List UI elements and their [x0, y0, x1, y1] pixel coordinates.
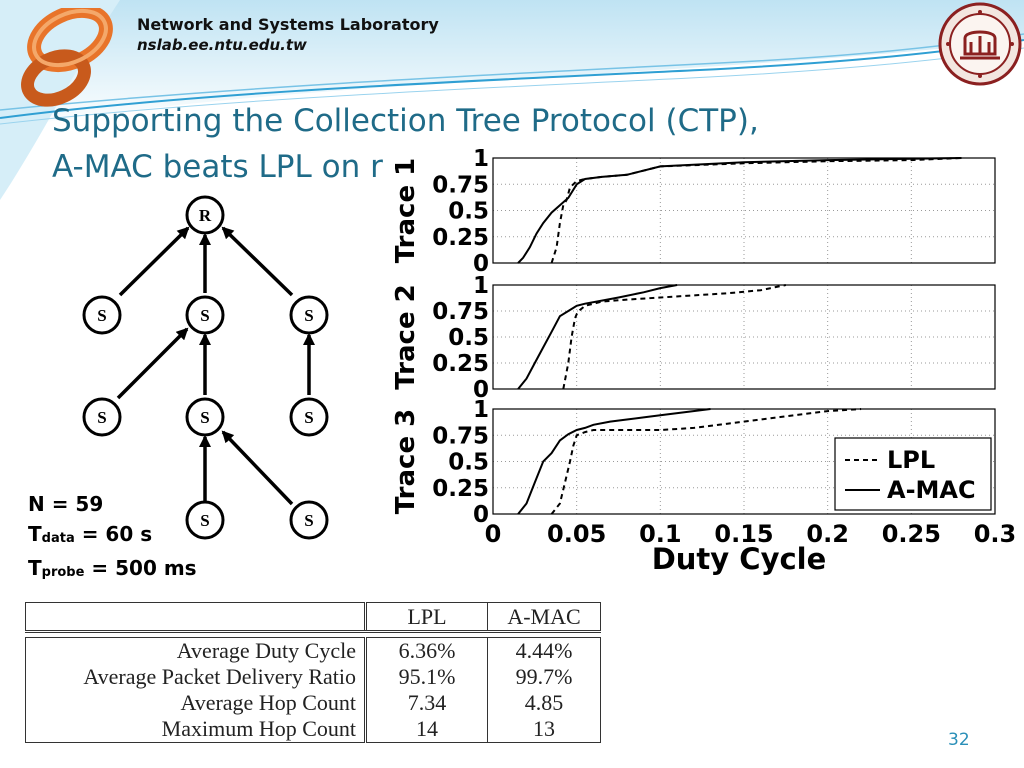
param-tdata: Tdata = 60 s [28, 522, 153, 546]
y-tick-label: 0.75 [432, 299, 489, 325]
y-tick-label: 0.5 [448, 450, 489, 476]
tree-edge [118, 226, 190, 297]
panel-label: Trace 2 [391, 284, 421, 389]
table-body: LPL A-MAC Average Duty Cycle 6.36% 4.44% Aver… [25, 602, 601, 743]
panel-label: Trace 3 [391, 409, 421, 514]
panel-frame [492, 284, 996, 390]
lab-logo-icon [21, 8, 113, 107]
sensor-node: S [97, 408, 106, 427]
x-tick-label: 0.25 [882, 520, 941, 548]
university-seal-icon [938, 2, 1022, 86]
amac-series-line [517, 408, 711, 515]
sensor-node: S [200, 408, 209, 427]
table-cell: 95.1% [364, 664, 488, 690]
table-row: Maximum Hop Count 14 13 [25, 716, 601, 743]
table-header-cell: A-MAC [487, 602, 601, 633]
comparison-table: LPL A-MAC Average Duty Cycle 6.36% 4.44% Aver… [25, 602, 601, 743]
y-tick-label: 0.5 [448, 199, 489, 225]
lab-url: nslab.ee.ntu.edu.tw [137, 36, 307, 54]
panel-label: Trace 1 [391, 158, 421, 263]
sensor-node: S [97, 306, 106, 325]
table-cell: 13 [487, 716, 601, 743]
param-tprobe: Tprobe = 500 ms [28, 556, 197, 580]
lab-name: Network and Systems Laboratory [137, 15, 439, 34]
sensor-node: S [304, 511, 313, 530]
page-number: 32 [948, 730, 970, 750]
amac-series-line [517, 157, 962, 264]
table-row: Average Hop Count 7.34 4.85 [25, 690, 601, 716]
sensor-node: S [200, 511, 209, 530]
y-tick-label: 0.75 [432, 172, 489, 198]
param-n: N = 59 [28, 492, 104, 516]
panel-frame [492, 408, 996, 515]
table-header-row: LPL A-MAC [25, 602, 601, 633]
table-cell: 14 [364, 716, 488, 743]
x-tick-label: 0.3 [974, 520, 1017, 548]
table-cell: Maximum Hop Count [25, 716, 366, 743]
y-tick-label: 1 [473, 397, 489, 423]
x-tick-label: 0 [485, 520, 502, 548]
y-tick-label: 0.25 [432, 225, 489, 251]
table-cell: 4.44% [487, 637, 601, 664]
sensor-node: S [304, 306, 313, 325]
table-row: Average Packet Delivery Ratio 95.1% 99.7% [25, 664, 601, 690]
lpl-series-line [550, 408, 862, 515]
simulation-parameters: N = 59 Tdata = 60 s Tprobe = 500 ms [28, 489, 197, 587]
root-node: R [199, 206, 212, 225]
table-cell: Average Packet Delivery Ratio [25, 664, 366, 690]
title-line-2: A-MAC beats LPL on r [52, 149, 383, 185]
y-tick-label: 1 [473, 273, 489, 299]
table-cell: 4.85 [487, 690, 601, 716]
sensor-node: S [304, 408, 313, 427]
y-tick-label: 0 [473, 502, 489, 528]
table-cell: Average Hop Count [25, 690, 366, 716]
x-tick-label: 0.2 [806, 520, 849, 548]
table-cell: Average Duty Cycle [25, 637, 366, 664]
x-tick-label: 0.1 [639, 520, 682, 548]
panel-frame [492, 157, 996, 264]
y-tick-label: 0 [473, 377, 489, 403]
y-tick-label: 0.5 [448, 325, 489, 351]
table-cell: 6.36% [364, 637, 488, 664]
table-header-cell [25, 602, 366, 633]
sensor-node: S [200, 306, 209, 325]
tree-edge [221, 430, 294, 506]
x-tick-label: 0.15 [714, 520, 773, 548]
y-tick-label: 0.25 [432, 476, 489, 502]
table-header-cell: LPL [364, 602, 488, 633]
legend-box [834, 437, 992, 511]
lpl-series-line [550, 157, 962, 264]
y-tick-label: 0.25 [432, 351, 489, 377]
tree-edge [221, 226, 294, 297]
table-row: Average Duty Cycle 6.36% 4.44% [25, 637, 601, 664]
x-tick-label: 0.05 [547, 520, 606, 548]
table-cell: 7.34 [364, 690, 488, 716]
legend-amac-label: A-MAC [887, 476, 976, 504]
x-axis-label: Duty Cycle [652, 542, 827, 576]
collection-tree-diagram: R S S S S S S S S [82, 195, 329, 540]
lpl-series-line [562, 284, 787, 390]
table-cell: 99.7% [487, 664, 601, 690]
slide-title: Supporting the Collection Tree Protocol … [52, 98, 759, 190]
legend-lpl-label: LPL [887, 446, 935, 474]
amac-series-line [517, 284, 678, 390]
tree-edge [116, 327, 189, 400]
y-tick-label: 0 [473, 251, 489, 277]
y-tick-label: 1 [473, 146, 489, 172]
y-tick-label: 0.75 [432, 423, 489, 449]
title-line-1: Supporting the Collection Tree Protocol … [52, 103, 759, 139]
